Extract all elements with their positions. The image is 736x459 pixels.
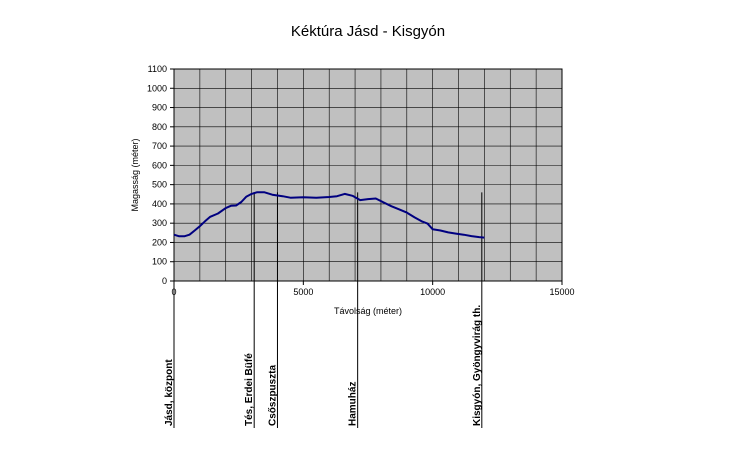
x-tick-label: 10000 xyxy=(420,287,445,297)
y-tick-label: 900 xyxy=(152,103,167,113)
waypoint-label: Csőszpuszta xyxy=(267,364,278,426)
y-tick-label: 300 xyxy=(152,218,167,228)
waypoint-label: Tés, Erdei Büfé xyxy=(244,353,255,426)
plot-border xyxy=(173,68,563,282)
y-tick-label: 1000 xyxy=(147,83,167,93)
x-axis-label: Távolság (méter) xyxy=(334,306,402,316)
waypoint-label: Hamuház xyxy=(348,382,359,426)
plot-area xyxy=(174,69,562,281)
y-tick-label: 100 xyxy=(152,257,167,267)
waypoint-label: Kisgyón, Gyöngyvirág th. xyxy=(472,305,483,426)
y-tick-label: 1100 xyxy=(148,64,167,74)
y-tick-label: 700 xyxy=(152,141,167,151)
waypoint-label: Jásd, központ xyxy=(164,359,175,426)
y-tick-label: 200 xyxy=(152,237,167,247)
y-tick-label: 600 xyxy=(152,160,167,170)
x-tick-label: 5000 xyxy=(293,287,313,297)
waypoints: Jásd, központ Tés, Erdei Büfé Csőszpuszta H… xyxy=(164,192,483,428)
y-axis-ticks: 0 100 200 300 400 500 600 700 800 900 1000 1100 xyxy=(147,64,174,286)
y-tick-label: 400 xyxy=(152,199,167,209)
series-line-elevation xyxy=(173,191,485,239)
chart-title: Kéktúra Jásd - Kisgyón xyxy=(291,23,445,40)
y-tick-label: 800 xyxy=(152,122,167,132)
y-tick-label: 500 xyxy=(152,180,167,190)
x-tick-label: 15000 xyxy=(549,287,574,297)
y-tick-label: 0 xyxy=(162,276,167,286)
y-axis-label: Magasság (méter) xyxy=(130,138,140,211)
